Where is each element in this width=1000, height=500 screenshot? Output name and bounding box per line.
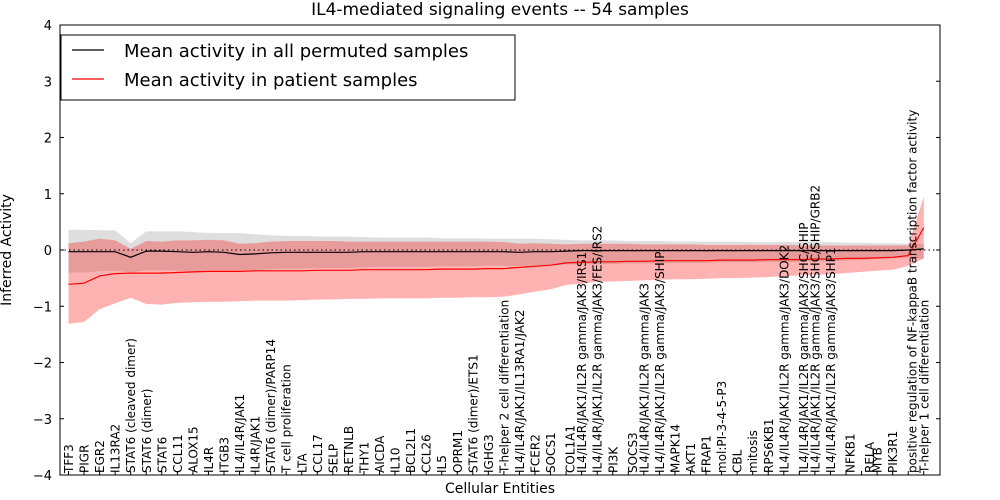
x-category-label: IL4/IL4R/JAK1/IL13RA1/JAK2	[513, 310, 527, 474]
x-category-label: EGR2	[93, 440, 107, 473]
x-category-label: AKT1	[684, 443, 698, 473]
x-category-label: IL4R/JAK1	[249, 416, 263, 473]
x-axis-label: Cellular Entities	[445, 481, 555, 497]
x-category-label: positive regulation of NF-kappaB transcr…	[906, 110, 920, 473]
chart-title: IL4-mediated signaling events -- 54 samp…	[311, 0, 689, 20]
y-tick-label: 3	[44, 75, 52, 90]
x-category-label: SOCS3	[626, 432, 640, 473]
patient-band	[68, 196, 924, 324]
axes-ticks: −4 −3 −2 −1 0 1 2 3 4	[33, 19, 940, 484]
x-category-label: ALOX15	[186, 426, 200, 473]
y-tick-label: −4	[33, 469, 52, 484]
x-category-label: IGHG3	[482, 434, 496, 473]
x-category-label: STAT6	[155, 437, 169, 473]
x-category-label: COL1A1	[564, 425, 578, 473]
x-category-label: FCER2	[529, 434, 543, 473]
x-category-label: RELA	[863, 441, 877, 473]
x-category-label: STAT6 (cleaved dimer)	[124, 338, 138, 473]
x-category-label: MYB	[871, 447, 885, 473]
legend: Mean activity in all permuted samples Me…	[60, 34, 516, 101]
x-category-label: SOCS1	[544, 432, 558, 473]
legend-box	[60, 34, 516, 101]
x-category-label: CCL26	[420, 434, 434, 473]
x-category-label: IL4/IL4R/JAK1/IL2R gamma/JAK3/SHP1	[824, 247, 838, 473]
x-category-label: STAT6 (dimer)	[140, 389, 154, 473]
y-tick-label: −2	[33, 357, 52, 372]
x-category-label: CCL11	[171, 434, 185, 473]
x-category-label: mol:PI-3-4-5-P3	[715, 381, 729, 473]
x-category-label: TFF3	[62, 444, 76, 474]
y-tick-label: 4	[44, 19, 52, 34]
patient-mean-line	[68, 227, 925, 285]
category-labels: TFF3 PIGR EGR2 IL13RA2 STAT6 (cleaved dimer)…	[62, 110, 931, 474]
x-category-label: RPS6KB1	[762, 418, 776, 473]
x-category-label: CBL	[731, 449, 745, 473]
y-tick-label: −3	[33, 413, 52, 428]
x-category-label: ITGB3	[218, 437, 232, 473]
legend-label-patient: Mean activity in patient samples	[124, 70, 418, 91]
x-category-label: IL4R	[202, 447, 216, 473]
x-category-label: NFKB1	[844, 433, 858, 473]
x-category-label: PI3K	[606, 446, 620, 473]
x-category-label: OPRM1	[451, 430, 465, 473]
x-category-label: IL4/IL4R/JAK1	[233, 394, 247, 473]
y-tick-label: −1	[33, 300, 52, 315]
x-category-label: IL4/IL4R/JAK1/IL2R gamma/JAK3/SHC/SHIP/G…	[808, 185, 822, 473]
x-category-label: IL4/IL4R/JAK1/IL2R gamma/JAK3/SHIP	[653, 252, 667, 473]
x-category-label: mitosis	[746, 430, 760, 473]
x-category-label: BCL2L1	[404, 428, 418, 473]
x-category-label: THY1	[357, 442, 371, 474]
y-tick-label: 1	[44, 188, 52, 203]
x-category-label: IL4/IL4R/JAK1/IL2R gamma/JAK3/IRS1	[575, 252, 589, 473]
x-category-label: MAPK14	[669, 424, 683, 473]
x-category-label: IL10	[389, 448, 403, 474]
legend-label-permuted: Mean activity in all permuted samples	[124, 41, 468, 62]
x-category-label: PIGR	[78, 445, 92, 473]
x-category-label: IL4/IL4R/JAK1/IL2R gamma/JAK3/SHC/SHIP	[797, 222, 811, 473]
permuted-mean-line	[68, 248, 924, 258]
x-category-label: STAT6 (dimer)/ETS1	[466, 354, 480, 473]
x-category-label: FRAP1	[700, 435, 714, 473]
x-category-label: SELP	[326, 444, 340, 473]
y-axis-label: Inferred Activity	[0, 194, 15, 306]
y-tick-label: 0	[44, 244, 52, 259]
x-category-label: AICDA	[373, 435, 387, 473]
x-category-label: T-helper 1 cell differentiation	[917, 300, 931, 474]
x-category-label: IL4/IL4R/JAK1/IL2R gamma/JAK3	[637, 283, 651, 473]
x-category-label: STAT6 (dimer)/PARP14	[264, 339, 278, 473]
x-category-label: RETNLB	[342, 426, 356, 473]
x-category-label: IL4/IL4R/JAK1/IL2R gamma/JAK3/DOK2	[777, 245, 791, 473]
x-category-label: IL13RA2	[109, 424, 123, 473]
x-category-label: T cell proliferation	[280, 364, 294, 474]
y-tick-label: 2	[44, 132, 52, 147]
plot-area	[60, 196, 940, 324]
x-category-label: IL5	[435, 455, 449, 473]
x-category-label: PIK3R1	[886, 431, 900, 473]
x-category-label: T-helper 2 cell differentiation	[497, 300, 511, 474]
x-category-label: CCL17	[311, 434, 325, 473]
x-category-label: LTA	[295, 453, 309, 473]
x-category-label: IL4/IL4R/JAK1/IL2R gamma/JAK3/FES/IRS2	[591, 226, 605, 473]
